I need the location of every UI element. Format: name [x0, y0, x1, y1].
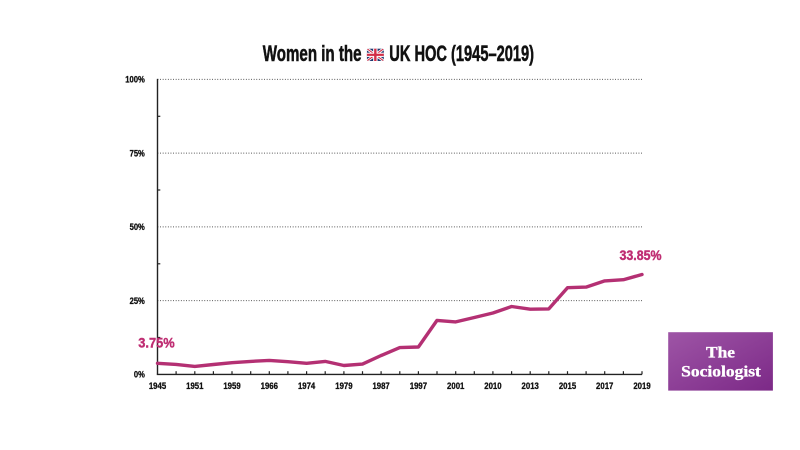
svg-text:25%: 25% — [130, 296, 145, 306]
svg-text:0%: 0% — [134, 370, 145, 380]
svg-text:2001: 2001 — [447, 381, 464, 391]
svg-text:50%: 50% — [130, 222, 145, 232]
svg-text:2015: 2015 — [559, 381, 576, 391]
svg-text:UK HOC (1945–2019): UK HOC (1945–2019) — [389, 41, 534, 66]
svg-text:1997: 1997 — [410, 381, 427, 391]
svg-text:2010: 2010 — [484, 381, 501, 391]
svg-text:2019: 2019 — [633, 381, 650, 391]
svg-text:The: The — [706, 344, 735, 362]
svg-text:3.75%: 3.75% — [138, 336, 175, 352]
svg-text:Sociologist: Sociologist — [681, 363, 761, 381]
svg-text:Women in the: Women in the — [263, 41, 362, 66]
svg-text:1945: 1945 — [149, 381, 166, 391]
svg-text:100%: 100% — [125, 75, 145, 85]
svg-text:33.85%: 33.85% — [620, 248, 662, 263]
svg-text:1966: 1966 — [261, 381, 278, 391]
svg-text:2017: 2017 — [596, 381, 613, 391]
svg-text:1979: 1979 — [335, 381, 352, 391]
svg-text:2013: 2013 — [522, 381, 539, 391]
svg-text:1974: 1974 — [298, 381, 315, 391]
svg-text:1987: 1987 — [372, 381, 389, 391]
svg-text:1951: 1951 — [186, 381, 203, 391]
svg-text:75%: 75% — [130, 148, 145, 158]
svg-text:1959: 1959 — [223, 381, 240, 391]
